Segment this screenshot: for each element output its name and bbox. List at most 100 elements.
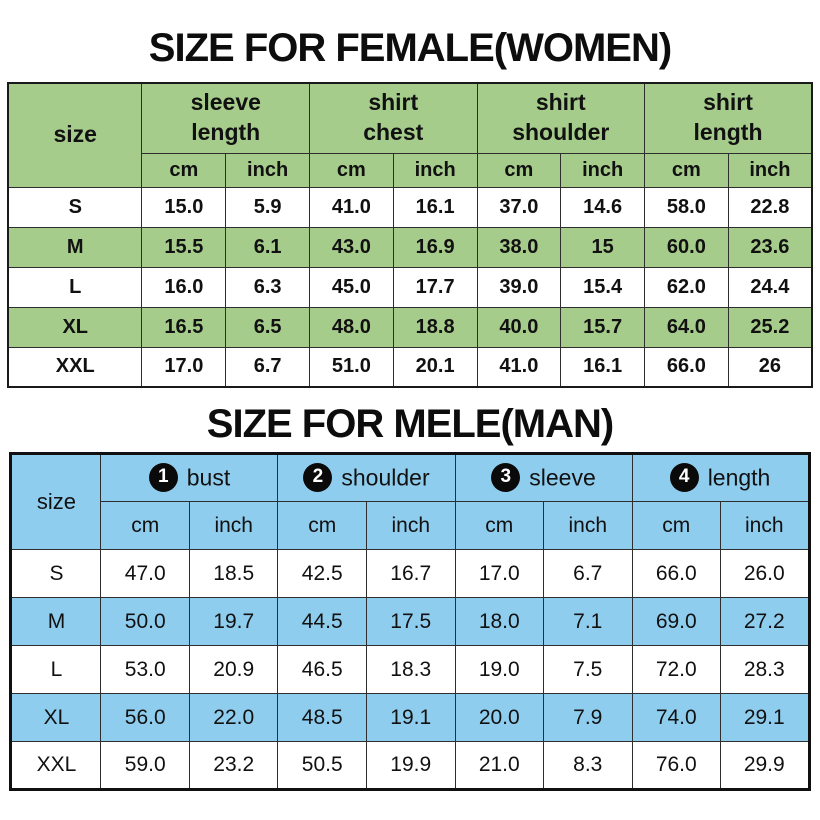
- unit-header-inch: inch: [560, 152, 645, 188]
- unit-header-cm: cm: [141, 152, 227, 188]
- value-cell: 18.8: [392, 306, 478, 348]
- value-cell: 16.0: [141, 266, 227, 308]
- group-label-line2: length: [693, 119, 763, 146]
- unit-header-inch: inch: [720, 501, 810, 550]
- value-cell: 16.5: [141, 306, 227, 348]
- value-cell: 17.0: [454, 549, 544, 598]
- unit-header-inch: inch: [392, 152, 478, 188]
- group-header-row: size sleeve length shirt chest shirt should…: [7, 82, 813, 188]
- group-label: sleeve: [529, 464, 596, 491]
- value-cell: 41.0: [309, 186, 394, 228]
- unit-header-cm: cm: [476, 152, 562, 188]
- group-label-line2: chest: [363, 119, 424, 146]
- unit-header-cm: cm: [100, 501, 190, 550]
- value-cell: 17.0: [141, 346, 227, 388]
- size-cell: S: [10, 549, 102, 598]
- circled-number-2-icon: 2: [303, 462, 333, 492]
- value-cell: 19.9: [365, 741, 456, 790]
- unit-header-inch: inch: [365, 501, 456, 550]
- value-cell: 41.0: [476, 346, 562, 388]
- female-table-header: size sleeve length shirt chest shirt should…: [7, 82, 813, 188]
- value-cell: 16.9: [392, 226, 478, 268]
- unit-header-cm: cm: [644, 152, 729, 188]
- unit-header-cm: cm: [631, 501, 722, 550]
- value-cell: 62.0: [644, 266, 729, 308]
- value-cell: 66.0: [644, 346, 729, 388]
- value-cell: 18.3: [365, 645, 456, 694]
- group-label: shoulder: [341, 464, 430, 491]
- value-cell: 15.5: [141, 226, 227, 268]
- group-label-line2: shoulder: [512, 119, 610, 146]
- male-size-table: size 1 bust 2 shoulder 3 sleeve 4 length cm …: [9, 452, 811, 791]
- group-header-bust: 1 bust: [100, 453, 279, 502]
- value-cell: 23.6: [727, 226, 813, 268]
- unit-header-cm: cm: [309, 152, 394, 188]
- value-cell: 14.6: [560, 186, 645, 228]
- unit-header-cm: cm: [454, 501, 544, 550]
- value-cell: 37.0: [476, 186, 562, 228]
- group-label: bust: [186, 464, 231, 491]
- table-row: XL 56.0 22.0 48.5 19.1 20.0 7.9 74.0 29.1: [10, 693, 810, 742]
- value-cell: 20.1: [392, 346, 478, 388]
- value-cell: 8.3: [543, 741, 633, 790]
- group-header-row: size 1 bust 2 shoulder 3 sleeve 4 length: [10, 453, 810, 550]
- circled-number-1-icon: 1: [148, 462, 178, 492]
- unit-header-row: cm inch cm inch cm inch cm inch: [8, 152, 813, 188]
- value-cell: 16.1: [560, 346, 645, 388]
- value-cell: 19.7: [188, 597, 279, 646]
- male-table-title: SIZE FOR MELE(MAN): [206, 402, 614, 446]
- male-table-header: size 1 bust 2 shoulder 3 sleeve 4 length cm …: [10, 453, 810, 550]
- value-cell: 7.5: [543, 645, 633, 694]
- table-row: L 16.0 6.3 45.0 17.7 39.0 15.4 62.0 24.4: [7, 266, 813, 308]
- value-cell: 48.5: [277, 693, 367, 742]
- circled-number-4-icon: 4: [669, 462, 699, 492]
- value-cell: 19.0: [454, 645, 544, 694]
- value-cell: 15.7: [560, 306, 645, 348]
- unit-header-row: cm inch cm inch cm inch cm inch: [11, 501, 810, 550]
- value-cell: 50.5: [277, 741, 367, 790]
- group-header-shirt-shoulder: shirt shoulder: [476, 82, 645, 154]
- table-row: M 50.0 19.7 44.5 17.5 18.0 7.1 69.0 27.2: [10, 597, 810, 646]
- value-cell: 7.9: [543, 693, 633, 742]
- unit-header-inch: inch: [225, 152, 310, 188]
- value-cell: 40.0: [476, 306, 562, 348]
- value-cell: 25.2: [727, 306, 813, 348]
- female-table-body: S 15.0 5.9 41.0 16.1 37.0 14.6 58.0 22.8 M 15.5 6.1…: [7, 186, 813, 388]
- value-cell: 17.7: [392, 266, 478, 308]
- value-cell: 6.5: [225, 306, 310, 348]
- value-cell: 6.7: [543, 549, 633, 598]
- table-row: S 15.0 5.9 41.0 16.1 37.0 14.6 58.0 22.8: [7, 186, 813, 228]
- value-cell: 76.0: [631, 741, 722, 790]
- table-row: XXL 17.0 6.7 51.0 20.1 41.0 16.1 66.0 26: [7, 346, 813, 388]
- group-header-sleeve: 3 sleeve: [454, 453, 633, 502]
- value-cell: 6.1: [225, 226, 310, 268]
- value-cell: 42.5: [277, 549, 367, 598]
- size-cell: S: [7, 186, 143, 228]
- value-cell: 26: [727, 346, 813, 388]
- value-cell: 20.9: [188, 645, 279, 694]
- value-cell: 15.4: [560, 266, 645, 308]
- value-cell: 69.0: [631, 597, 722, 646]
- table-row: XXL 59.0 23.2 50.5 19.9 21.0 8.3 76.0 29.9: [10, 741, 810, 790]
- value-cell: 26.0: [720, 549, 810, 598]
- value-cell: 18.0: [454, 597, 544, 646]
- table-row: L 53.0 20.9 46.5 18.3 19.0 7.5 72.0 28.3: [10, 645, 810, 694]
- female-table-title: SIZE FOR FEMALE(WOMEN): [148, 26, 672, 70]
- value-cell: 46.5: [277, 645, 367, 694]
- value-cell: 53.0: [100, 645, 190, 694]
- male-table-body: S 47.0 18.5 42.5 16.7 17.0 6.7 66.0 26.0 M 50.0 19.…: [10, 549, 810, 790]
- value-cell: 29.1: [720, 693, 810, 742]
- value-cell: 48.0: [309, 306, 394, 348]
- value-cell: 43.0: [309, 226, 394, 268]
- size-cell: L: [7, 266, 143, 308]
- value-cell: 60.0: [644, 226, 729, 268]
- value-cell: 28.3: [720, 645, 810, 694]
- group-header-length: 4 length: [631, 453, 810, 502]
- size-column-header: size: [7, 82, 143, 188]
- value-cell: 15.0: [141, 186, 227, 228]
- group-label: length: [707, 464, 771, 491]
- value-cell: 51.0: [309, 346, 394, 388]
- size-column-header: size: [10, 453, 102, 550]
- value-cell: 19.1: [365, 693, 456, 742]
- size-cell: M: [10, 597, 102, 646]
